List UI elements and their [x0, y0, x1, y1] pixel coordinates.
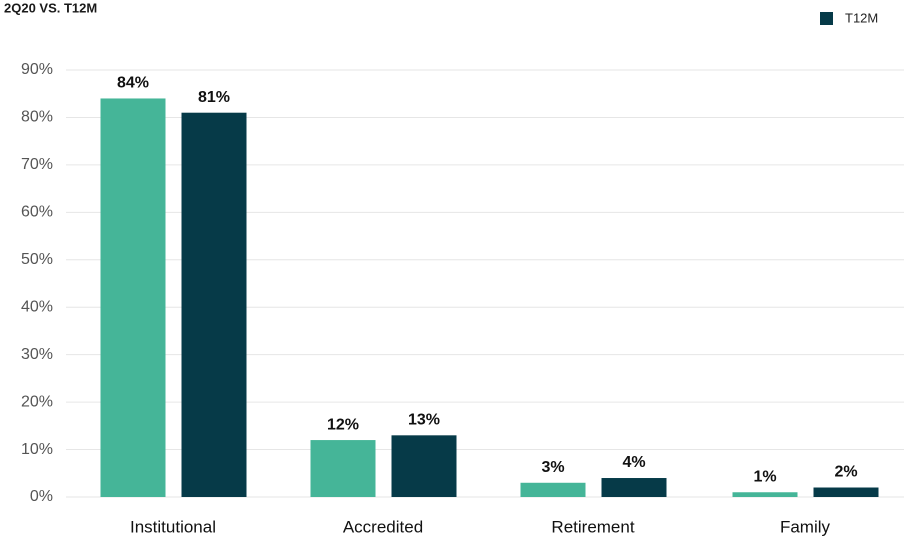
value-label: 3% — [541, 459, 564, 476]
y-tick-label: 20% — [21, 393, 53, 410]
bar — [100, 98, 166, 497]
y-tick-label: 90% — [21, 61, 53, 78]
bar — [310, 440, 376, 497]
bar — [813, 487, 879, 497]
bar — [520, 482, 586, 497]
value-label: 1% — [753, 468, 776, 485]
y-tick-label: 70% — [21, 156, 53, 173]
y-tick-label: 10% — [21, 441, 53, 458]
bar — [181, 112, 247, 497]
x-tick-label: Family — [780, 517, 831, 536]
chart-subtitle: 2Q20 VS. T12M — [4, 0, 97, 15]
value-label: 2% — [834, 464, 857, 481]
value-label: 12% — [327, 416, 359, 433]
value-label: 84% — [117, 75, 149, 92]
legend-swatch — [820, 12, 833, 25]
x-tick-label: Accredited — [343, 517, 423, 536]
y-tick-label: 0% — [30, 488, 53, 505]
x-tick-label: Institutional — [130, 517, 216, 536]
value-label: 81% — [198, 89, 230, 106]
x-tick-label: Retirement — [551, 517, 634, 536]
y-tick-label: 60% — [21, 204, 53, 221]
y-tick-label: 40% — [21, 298, 53, 315]
bar — [601, 478, 667, 497]
legend-label: T12M — [845, 10, 878, 25]
value-label: 13% — [408, 412, 440, 429]
y-tick-label: 50% — [21, 251, 53, 268]
y-tick-label: 80% — [21, 109, 53, 126]
y-tick-label: 30% — [21, 346, 53, 363]
value-label: 4% — [622, 454, 645, 471]
bar — [732, 492, 798, 497]
bar — [391, 435, 457, 497]
